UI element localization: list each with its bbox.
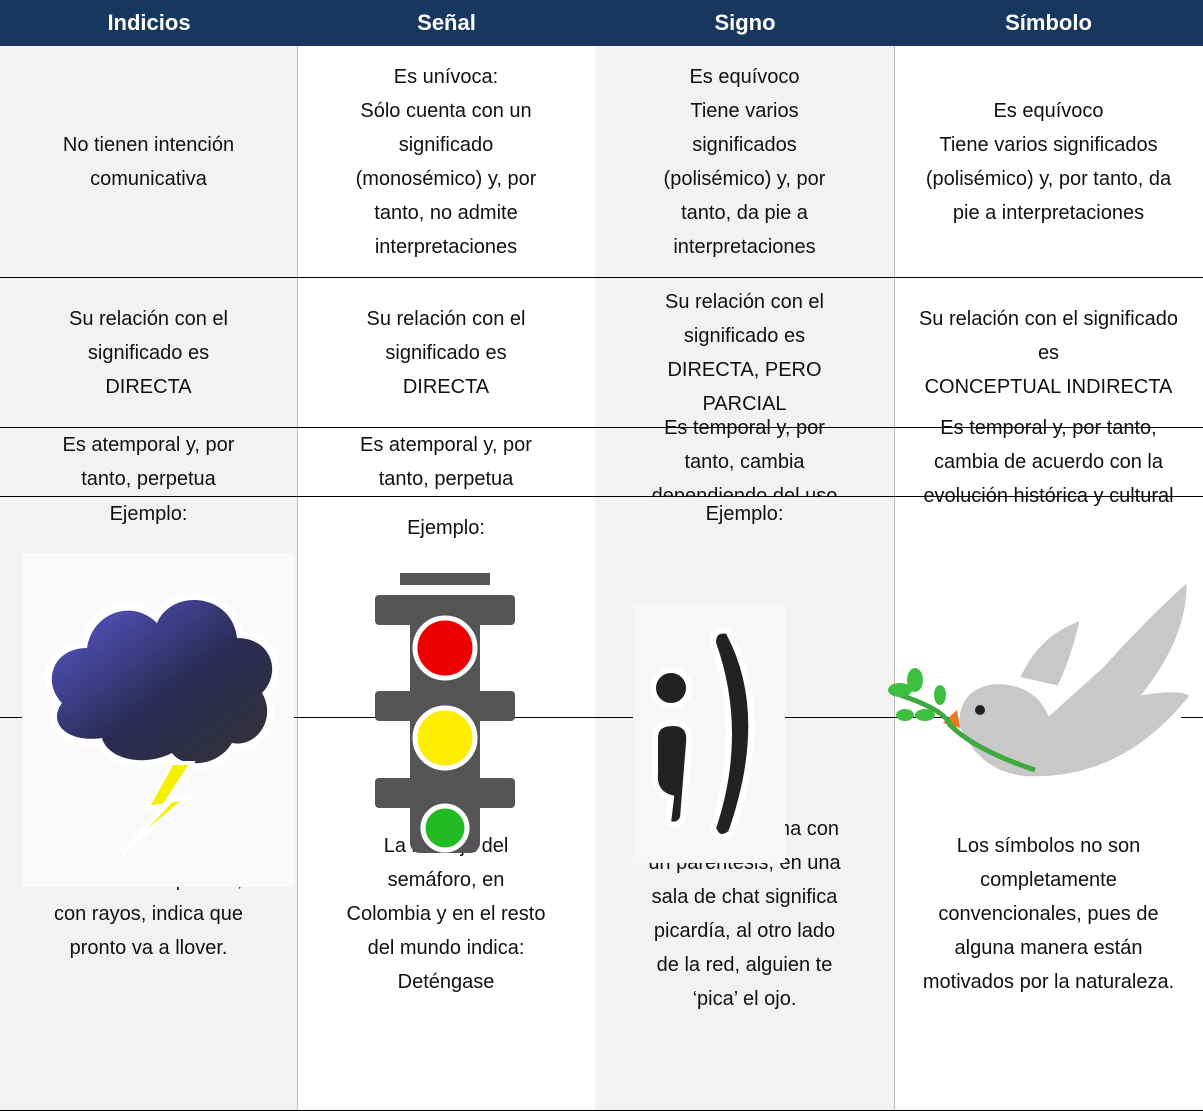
table-cell: No tienen intención comunicativa: [0, 46, 297, 278]
table-cell: Es equívoco Tiene varios significados (pol…: [894, 46, 1203, 278]
table-cell: Es atemporal y, por tanto, perpetua: [0, 428, 297, 497]
cell-text: tanto, da pie a: [681, 201, 808, 224]
table-cell: Su relación con el significado es CONCEPTU…: [894, 278, 1203, 428]
cell-text: Es temporal y, por tanto,: [940, 417, 1157, 439]
cell-text: completamente: [980, 869, 1117, 891]
cell-text: picardía, al otro lado: [653, 920, 836, 942]
cell-text: Colombia y en el resto: [346, 903, 546, 925]
cell-text: alguna manera están: [954, 937, 1143, 959]
table-cell: Es unívoca: Sólo cuenta con un significado…: [297, 46, 595, 278]
cell-text: Es atemporal y, por: [360, 434, 532, 456]
table-cell: Es atemporal y, por tanto, perpetua: [297, 428, 595, 497]
cell-text: tanto, perpetua: [378, 468, 514, 490]
cell-text: semáforo, en: [387, 869, 505, 891]
cell-text: motivados por la naturaleza.: [922, 971, 1175, 993]
cell-text: Ejemplo:: [407, 517, 485, 539]
column-divider: [894, 46, 895, 1111]
cell-text: DIRECTA: [105, 375, 192, 398]
cell-text: (monosémico) y, por: [355, 167, 537, 190]
cell-text: Su relación con el significado: [918, 307, 1179, 330]
table-cell: Su relación con el significado es DIRECTA: [0, 278, 297, 428]
cell-text: Tiene varios significados: [939, 133, 1158, 156]
cell-text: No tienen intención: [62, 133, 235, 156]
cell-text: significados: [692, 133, 797, 156]
cell-text: Su relación con el: [665, 290, 824, 313]
cell-text: interpretaciones: [673, 235, 816, 258]
cell-text: significado es: [87, 341, 210, 364]
cell-text: evolución histórica y cultural: [923, 485, 1174, 507]
cell-text: del mundo indica:: [367, 937, 525, 959]
cell-text: de la red, alguien te: [656, 954, 833, 976]
cell-text: es: [1037, 341, 1060, 364]
cell-text: (polisémico) y, por: [663, 167, 826, 190]
cell-text: comunicativa: [90, 167, 207, 190]
cell-text: Es unívoca:: [393, 65, 499, 88]
cell-text: Su relación con el: [366, 307, 526, 330]
table-cell: Es temporal y, por tanto, cambia de acuer…: [894, 417, 1203, 507]
cell-text: Tiene varios: [690, 99, 799, 122]
cell-text: Es temporal y, por: [664, 417, 825, 439]
cell-text: DIRECTA, PERO: [667, 358, 822, 381]
cell-text: pronto va a llover.: [69, 937, 228, 959]
cell-text: Deténgase: [397, 971, 495, 993]
cell-text: significado es: [385, 341, 507, 364]
cell-text: PARCIAL: [702, 392, 787, 415]
header-cell: Indicios: [0, 0, 298, 46]
cell-text: convencionales, pues de: [938, 903, 1159, 925]
table-cell: Su relación con el significado es DIRECTA: [297, 278, 595, 428]
cell-text: (polisémico) y, por tanto, da: [925, 167, 1172, 190]
table-cell: Los símbolos no son completamente convenci…: [894, 718, 1203, 1111]
cell-text: CONCEPTUAL INDIRECTA: [924, 375, 1173, 398]
cell-text: Es atemporal y, por: [62, 434, 235, 456]
winking-emoticon-image: [633, 603, 785, 863]
header-cell: Señal: [297, 0, 596, 46]
cell-text: DIRECTA: [402, 375, 490, 398]
cell-text: Ejemplo:: [705, 503, 784, 525]
cell-text: tanto, cambia: [684, 451, 805, 473]
header-cell: Signo: [595, 0, 895, 46]
cell-text: sala de chat significa: [651, 886, 838, 908]
cell-text: Ejemplo:: [109, 503, 188, 525]
cell-text: Es equívoco: [689, 65, 800, 88]
cell-text: tanto, no admite: [374, 201, 518, 224]
cell-text: con rayos, indica que: [53, 903, 243, 925]
cell-text: Es equívoco: [993, 99, 1104, 122]
cell-text: Su relación con el: [69, 307, 228, 330]
cell-text: Sólo cuenta con un: [360, 99, 532, 122]
dove-image: [888, 570, 1201, 780]
cell-text: Los símbolos no son: [956, 835, 1141, 857]
cell-text: tanto, perpetua: [81, 468, 216, 490]
table-cell: Su relación con el significado es DIRECTA,…: [595, 278, 894, 428]
cell-text: cambia de acuerdo con la: [933, 451, 1164, 473]
traffic-light-image: [375, 573, 515, 853]
cell-text: pie a interpretaciones: [952, 201, 1145, 224]
cell-text: ‘pica’ el ojo.: [692, 988, 797, 1010]
table-cell: Es temporal y, por tanto, cambia dependien…: [595, 417, 894, 507]
cell-text: significado es: [683, 324, 806, 347]
storm-cloud-image: [22, 553, 294, 887]
cell-text: significado: [398, 133, 494, 156]
header-cell: Símbolo: [894, 0, 1203, 46]
cell-text: interpretaciones: [374, 235, 518, 258]
table-cell: Es equívoco Tiene varios significados (poli…: [595, 46, 894, 278]
column-divider: [297, 46, 298, 1111]
